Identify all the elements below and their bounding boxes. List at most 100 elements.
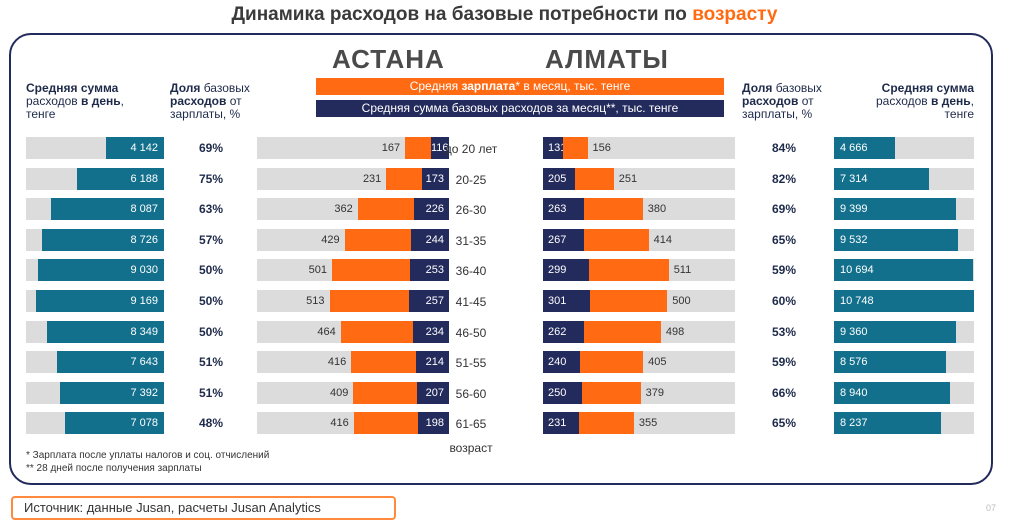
almaty-salary-label: 498: [665, 325, 685, 338]
astana-expense-bar: [422, 167, 449, 190]
astana-daily-label: 8 087: [130, 203, 158, 216]
city-astana: АСТАНА: [332, 44, 445, 74]
page-title: Динамика расходов на базовые потребности…: [231, 4, 778, 25]
almaty-salary-label: 355: [638, 417, 658, 430]
astana-salary-bar: [344, 228, 412, 251]
almaty-share-pct: 84%: [771, 141, 797, 155]
almaty-daily-label: 9 360: [840, 325, 868, 338]
astana-daily-label: 9 030: [130, 264, 158, 277]
almaty-daily-bar: [834, 198, 957, 221]
almaty-share-pct: 59%: [771, 263, 797, 278]
astana-salary-bar: [340, 320, 413, 343]
astana-share-pct: 51%: [198, 355, 224, 370]
almaty-expense-bar: [543, 228, 585, 251]
astana-salary-label: 501: [308, 264, 327, 277]
almaty-expense-bar: [543, 381, 582, 404]
astana-daily-label: 8 726: [130, 233, 158, 246]
almaty-daily-label: 8 237: [840, 417, 868, 430]
age-category: 61-65: [455, 417, 487, 432]
almaty-expense-bar: [543, 198, 584, 221]
astana-expense-label: 244: [425, 233, 444, 246]
almaty-daily-bar: [834, 320, 956, 343]
astana-salary-label: 416: [330, 417, 349, 430]
astana-salary-label: 167: [381, 142, 401, 154]
astana-expense-bar: [413, 198, 449, 221]
almaty-daily-bar: [834, 228, 959, 251]
astana-salary-label: 513: [306, 295, 325, 307]
almaty-salary-bar: [563, 137, 588, 159]
almaty-salary-bar: [584, 228, 649, 251]
astana-daily-label: 7 078: [130, 417, 158, 430]
astana-expense-bar: [412, 320, 449, 343]
header-daily-left: Средняя сумма расходов в день, тенге: [26, 81, 124, 121]
astana-expense-label: 253: [425, 264, 444, 277]
header-share-left: Доля базовых расходов от зарплаты, %: [170, 81, 250, 121]
astana-expense-label: 198: [425, 417, 444, 430]
almaty-salary-label: 156: [592, 142, 611, 154]
astana-salary-label: 409: [330, 386, 349, 399]
almaty-salary-label: 405: [648, 356, 667, 369]
astana-salary-bar: [351, 351, 416, 374]
almaty-expense-bar: [543, 412, 579, 435]
almaty-expense-label: 131: [548, 142, 567, 154]
age-category: 31-35: [455, 233, 487, 248]
almaty-salary-label: 379: [645, 386, 664, 399]
almaty-daily-bar: [834, 351, 946, 374]
almaty-expense-label: 240: [548, 356, 567, 369]
almaty-daily-label: 8 576: [840, 356, 868, 369]
almaty-daily-label: 9 532: [840, 233, 868, 246]
astana-salary-bar: [353, 412, 419, 435]
almaty-expense-label: 250: [548, 386, 567, 399]
astana-salary-label: 464: [317, 325, 336, 338]
astana-daily-bar: [50, 198, 164, 221]
almaty-daily-label: 4 666: [840, 142, 868, 154]
almaty-salary-label: 500: [672, 295, 691, 307]
almaty-salary-bar: [574, 167, 614, 190]
almaty-share-pct: 65%: [771, 232, 797, 247]
almaty-daily-label: 9 399: [840, 203, 868, 216]
almaty-salary-bar: [589, 290, 668, 312]
page-number: 07: [986, 503, 997, 513]
astana-share-pct: 63%: [198, 202, 224, 217]
almaty-salary-bar: [578, 412, 634, 435]
astana-salary-bar: [329, 290, 410, 312]
almaty-salary-label: 251: [618, 172, 638, 185]
astana-daily-label: 9 169: [130, 295, 158, 307]
age-category: 51-55: [455, 356, 487, 371]
astana-daily-bar: [56, 351, 164, 374]
astana-salary-label: 416: [327, 356, 347, 369]
almaty-expense-label: 231: [548, 417, 567, 430]
chart-frame: [9, 33, 993, 485]
astana-expense-bar: [416, 381, 449, 404]
astana-expense-bar: [411, 228, 449, 251]
almaty-expense-label: 205: [548, 172, 567, 185]
astana-daily-bar: [41, 228, 164, 251]
astana-expense-bar: [418, 412, 449, 435]
almaty-share-pct: 65%: [771, 416, 797, 431]
footnote-1: * Зарплата после уплаты налогов и соц. о…: [26, 450, 270, 461]
astana-daily-label: 6 188: [130, 172, 158, 185]
almaty-expense-bar: [543, 259, 590, 282]
title-highlight: возрасту: [692, 4, 778, 25]
age-category: 46-50: [455, 325, 487, 340]
almaty-daily-bar: [834, 167, 930, 190]
astana-share-pct: 69%: [198, 141, 224, 155]
astana-expense-bar: [431, 137, 449, 159]
almaty-daily-bar: [834, 290, 974, 312]
astana-daily-label: 7 392: [130, 386, 158, 399]
almaty-share-pct: 60%: [771, 294, 797, 308]
almaty-expense-bar: [543, 290, 590, 312]
astana-pair-track: [257, 137, 449, 159]
almaty-share-pct: 69%: [771, 202, 797, 217]
astana-daily-label: 7 643: [130, 356, 158, 369]
astana-share-pct: 50%: [198, 263, 224, 278]
astana-expense-bar: [409, 259, 449, 282]
age-category: 41-45: [455, 295, 487, 309]
almaty-share-pct: 53%: [771, 324, 797, 339]
astana-share-pct: 75%: [198, 171, 224, 186]
astana-expense-label: 257: [425, 295, 444, 307]
astana-salary-bar: [357, 198, 414, 221]
almaty-expense-label: 301: [548, 295, 567, 307]
almaty-daily-label: 7 314: [840, 172, 868, 185]
header-share-right: Доля базовых расходов от зарплаты, %: [742, 81, 822, 121]
